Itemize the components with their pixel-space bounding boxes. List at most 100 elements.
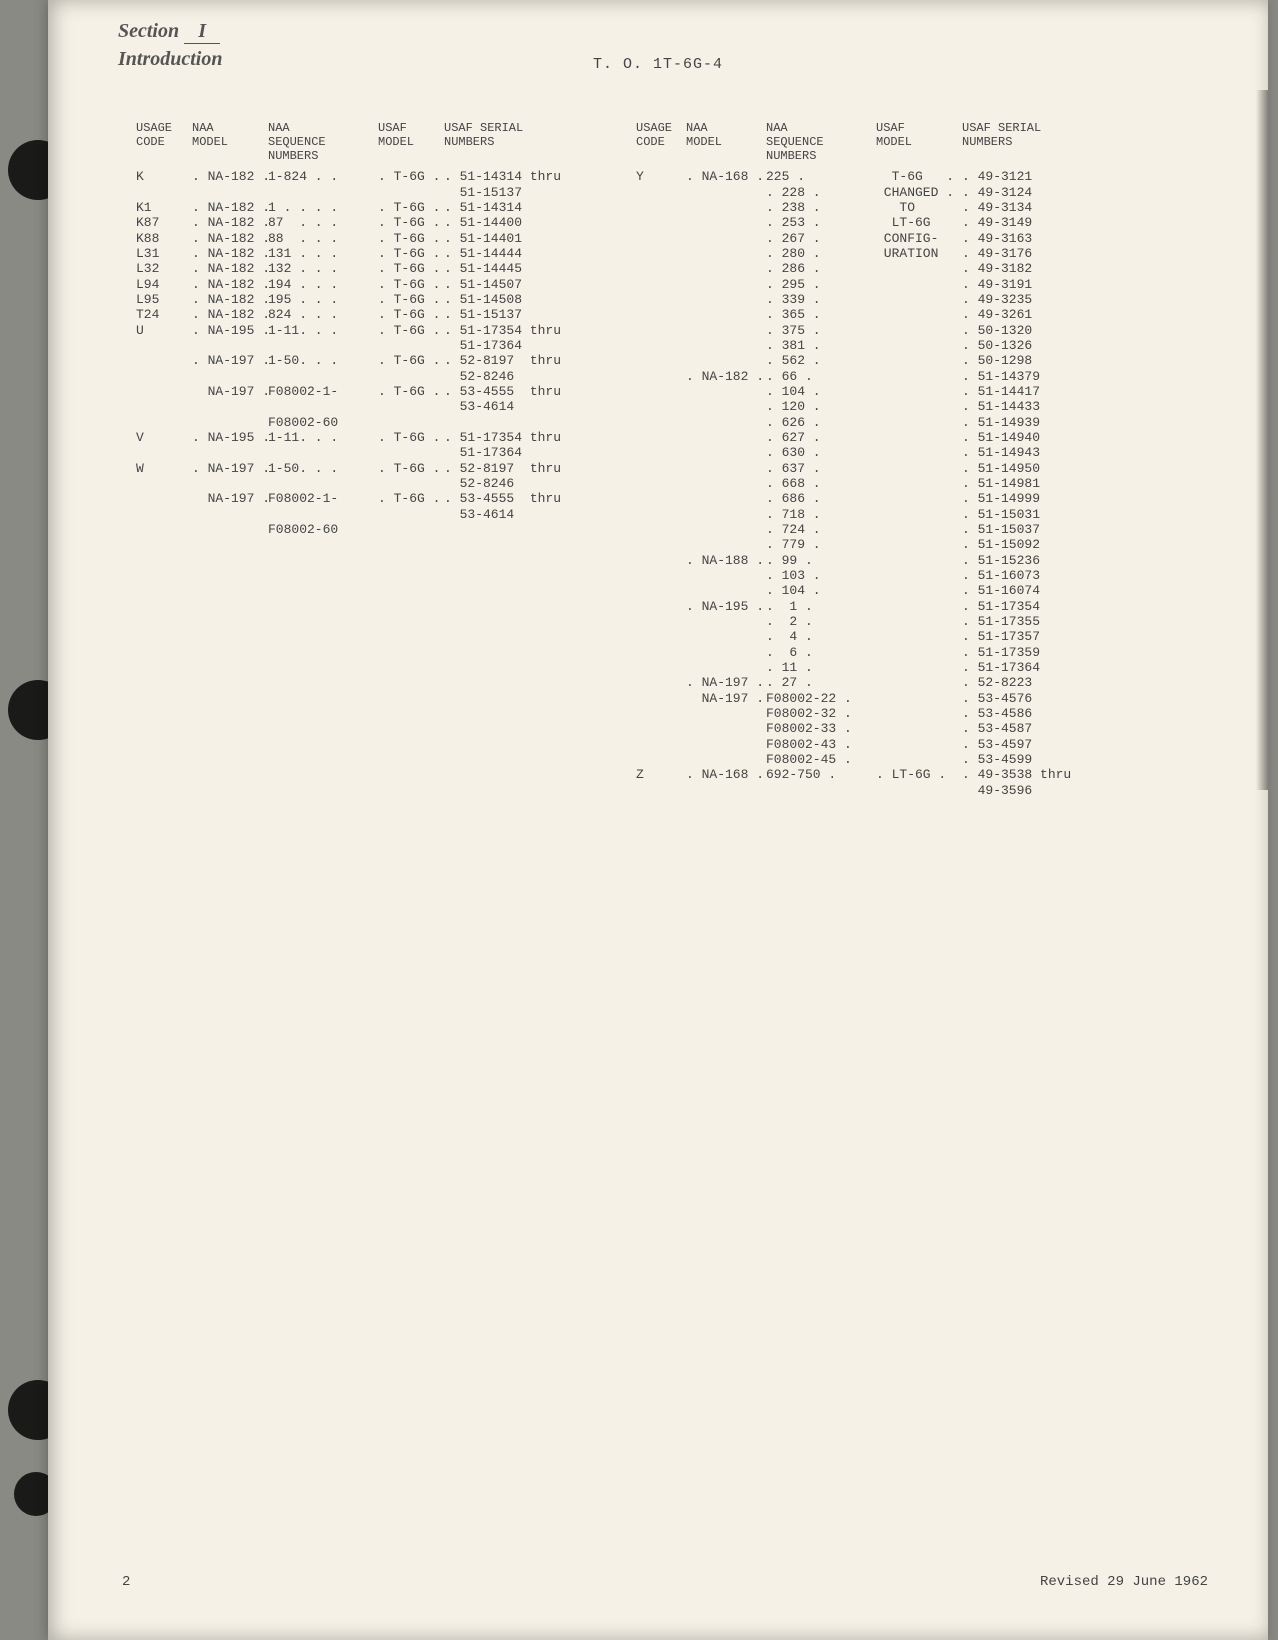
table-cell: [636, 522, 686, 537]
table-cell: . 1 .: [766, 599, 876, 614]
table-cell: T-6G .: [876, 169, 962, 184]
table-cell: [686, 476, 766, 491]
table-cell: [636, 476, 686, 491]
table-cell: . T-6G .: [378, 461, 444, 476]
table-cell: . T-6G .: [378, 292, 444, 307]
table-header-row: USAGE CODE NAA MODEL NAA SEQUENCE NUMBER…: [136, 122, 624, 163]
table-cell: [636, 752, 686, 767]
table-cell: [686, 200, 766, 215]
table-cell: [636, 185, 686, 200]
table-cell: [444, 522, 624, 537]
table-cell: . 53-4586: [962, 706, 1112, 721]
table-row: K1. NA-182 .1 . . . .. T-6G .. 51-14314: [136, 200, 624, 215]
left-table-body: K. NA-182 .1-824 . .. T-6G .. 51-14314 t…: [136, 169, 624, 537]
table-cell: . T-6G .: [378, 215, 444, 230]
table-cell: . 51-17354 thru: [444, 323, 624, 338]
table-cell: LT-6G: [876, 215, 962, 230]
table-cell: NA-197 .: [192, 384, 268, 399]
table-cell: 51-17364: [444, 445, 624, 460]
table-cell: . 50-1326: [962, 338, 1112, 353]
table-cell: . 779 .: [766, 537, 876, 552]
table-cell: [876, 461, 962, 476]
table-cell: . 51-14943: [962, 445, 1112, 460]
table-cell: [876, 307, 962, 322]
table-row: . 637 .. 51-14950: [636, 461, 1112, 476]
table-cell: T24: [136, 307, 192, 322]
table-cell: 194 . . .: [268, 277, 378, 292]
table-cell: L31: [136, 246, 192, 261]
table-cell: [636, 706, 686, 721]
table-cell: [378, 185, 444, 200]
table-cell: F08002-60: [268, 415, 378, 430]
table-cell: . 49-3124: [962, 185, 1112, 200]
table-cell: . 66 .: [766, 369, 876, 384]
table-cell: . T-6G .: [378, 430, 444, 445]
table-cell: [636, 721, 686, 736]
table-cell: . NA-182 .: [192, 307, 268, 322]
table-row: L31. NA-182 .131 . . .. T-6G .. 51-14444: [136, 246, 624, 261]
table-cell: . 668 .: [766, 476, 876, 491]
table-cell: [876, 568, 962, 583]
table-cell: [686, 307, 766, 322]
table-cell: [636, 507, 686, 522]
table-cell: [876, 721, 962, 736]
table-cell: . 53-4576: [962, 691, 1112, 706]
table-cell: [876, 384, 962, 399]
table-row: . 103 .. 51-16073: [636, 568, 1112, 583]
table-cell: . 50-1298: [962, 353, 1112, 368]
table-cell: [686, 323, 766, 338]
table-cell: . 339 .: [766, 292, 876, 307]
table-cell: 692-750 .: [766, 767, 876, 782]
table-cell: [636, 783, 686, 798]
page-number: 2: [122, 1574, 130, 1590]
table-cell: . 6 .: [766, 645, 876, 660]
table-cell: [378, 507, 444, 522]
table-cell: K87: [136, 215, 192, 230]
table-cell: 49-3596: [962, 783, 1112, 798]
table-cell: [876, 415, 962, 430]
table-cell: [268, 507, 378, 522]
table-cell: [636, 231, 686, 246]
table-cell: [876, 507, 962, 522]
table-cell: [136, 338, 192, 353]
table-cell: [136, 399, 192, 414]
table-cell: . 49-3134: [962, 200, 1112, 215]
table-cell: . 49-3191: [962, 277, 1112, 292]
table-cell: [636, 629, 686, 644]
table-cell: . 51-17355: [962, 614, 1112, 629]
table-cell: [378, 338, 444, 353]
table-cell: [876, 353, 962, 368]
table-cell: [136, 415, 192, 430]
table-cell: [686, 292, 766, 307]
table-cell: . 99 .: [766, 553, 876, 568]
table-cell: [636, 399, 686, 414]
table-cell: [636, 384, 686, 399]
col-usaf-model: USAF MODEL: [378, 122, 444, 163]
table-cell: [268, 399, 378, 414]
table-cell: [686, 445, 766, 460]
table-row: V. NA-195 .1-11. . .. T-6G .. 51-17354 t…: [136, 430, 624, 445]
table-cell: F08002-43 .: [766, 737, 876, 752]
table-cell: . NA-182 .: [686, 369, 766, 384]
section-label: Section: [118, 20, 179, 42]
table-cell: [686, 353, 766, 368]
table-row: 52-8246: [136, 369, 624, 384]
table-cell: . 51-14401: [444, 231, 624, 246]
table-cell: . 52-8197 thru: [444, 353, 624, 368]
table-cell: [686, 706, 766, 721]
table-cell: . NA-182 .: [192, 231, 268, 246]
table-cell: . 51-14939: [962, 415, 1112, 430]
table-cell: [876, 706, 962, 721]
table-cell: NA-197 .: [686, 691, 766, 706]
table-cell: [686, 614, 766, 629]
table-row: . 280 . URATION . 49-3176: [636, 246, 1112, 261]
table-row: F08002-32 .. 53-4586: [636, 706, 1112, 721]
table-cell: L95: [136, 292, 192, 307]
table-cell: F08002-22 .: [766, 691, 876, 706]
table-cell: [686, 491, 766, 506]
table-cell: . 51-14433: [962, 399, 1112, 414]
table-cell: L32: [136, 261, 192, 276]
table-cell: [686, 752, 766, 767]
table-cell: [636, 675, 686, 690]
table-cell: [686, 399, 766, 414]
